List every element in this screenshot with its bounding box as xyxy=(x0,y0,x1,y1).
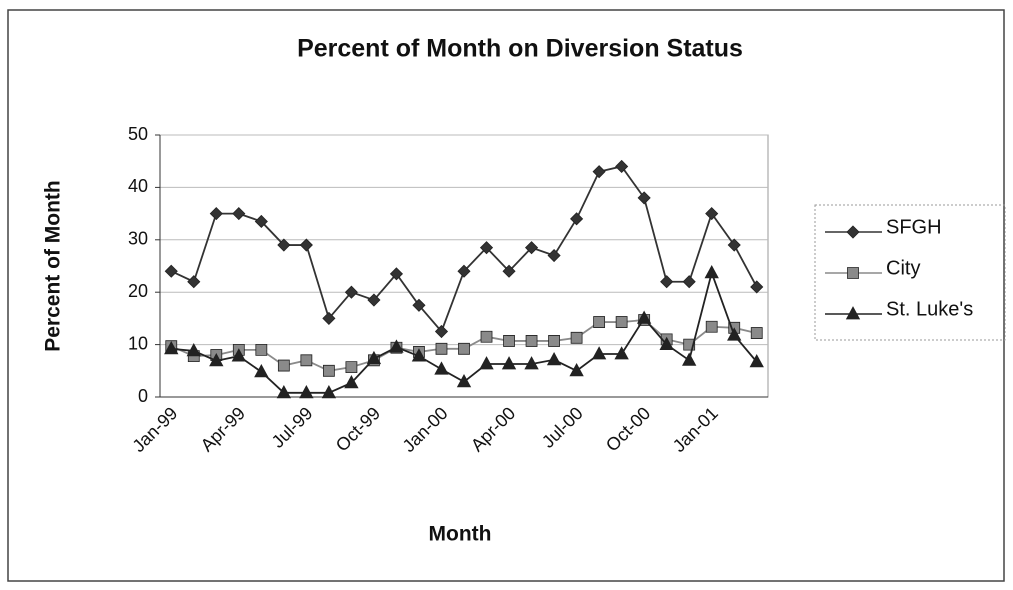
data-point xyxy=(659,336,674,351)
data-point xyxy=(503,335,515,347)
data-point xyxy=(254,214,268,229)
data-point xyxy=(479,241,494,255)
data-point xyxy=(480,330,493,343)
data-point xyxy=(524,241,539,255)
data-point xyxy=(682,275,696,289)
y-tick-label: 50 xyxy=(128,124,148,144)
x-tick-label: Jan-01 xyxy=(669,403,722,456)
data-point xyxy=(435,342,448,355)
data-point xyxy=(614,346,629,360)
data-point xyxy=(705,207,719,221)
data-point xyxy=(209,207,223,221)
legend-label: SFGH xyxy=(886,216,942,238)
data-point xyxy=(637,191,651,205)
legend-marker xyxy=(846,225,860,239)
data-point xyxy=(524,356,539,370)
data-point xyxy=(502,264,516,278)
data-point xyxy=(456,373,472,388)
data-point xyxy=(231,348,246,362)
data-point xyxy=(636,310,652,324)
data-point xyxy=(615,159,629,174)
data-point xyxy=(164,264,178,278)
data-point xyxy=(547,248,561,263)
data-point xyxy=(660,275,674,289)
chart-border xyxy=(7,9,1005,582)
data-point xyxy=(255,343,268,356)
data-point xyxy=(232,207,246,221)
x-tick-label: Oct-99 xyxy=(332,403,384,455)
data-point xyxy=(570,212,584,226)
chart-title: Percent of Month on Diversion Status xyxy=(297,35,743,63)
data-point xyxy=(186,343,201,357)
x-axis-label: Month xyxy=(429,523,492,546)
data-point xyxy=(321,384,337,399)
data-point xyxy=(479,356,494,370)
data-point xyxy=(411,348,427,362)
data-point xyxy=(750,327,763,339)
series-line xyxy=(170,165,758,334)
data-point xyxy=(344,285,358,299)
data-point xyxy=(705,320,718,333)
data-point xyxy=(570,331,583,344)
x-tick-label: Jul-00 xyxy=(538,403,587,452)
data-point xyxy=(164,340,179,355)
x-tick-label: Jan-00 xyxy=(399,403,452,456)
data-point xyxy=(593,316,606,328)
y-tick-label: 30 xyxy=(128,229,148,249)
data-point xyxy=(277,359,290,372)
data-point xyxy=(501,356,517,370)
y-tick-label: 20 xyxy=(128,281,148,301)
x-tick-label: Jul-99 xyxy=(268,403,317,452)
data-point xyxy=(300,354,313,367)
legend-marker xyxy=(847,267,859,279)
data-point xyxy=(389,267,404,281)
data-point xyxy=(434,324,449,339)
data-point xyxy=(367,293,381,307)
data-point xyxy=(276,384,292,399)
data-point xyxy=(458,342,470,355)
data-point xyxy=(254,364,269,378)
data-point xyxy=(209,353,224,367)
data-point xyxy=(277,238,291,252)
data-point xyxy=(457,264,471,278)
data-point xyxy=(548,335,560,347)
data-point xyxy=(322,364,335,377)
data-point xyxy=(546,351,562,366)
data-point xyxy=(704,264,719,279)
y-axis-label: Percent of Month xyxy=(42,180,65,352)
data-point xyxy=(591,346,607,360)
data-point xyxy=(322,311,336,325)
y-tick-label: 0 xyxy=(138,386,148,406)
legend-marker xyxy=(845,306,861,320)
data-point xyxy=(434,361,449,375)
data-point xyxy=(299,384,314,399)
legend-box xyxy=(814,204,1006,341)
data-point xyxy=(299,238,313,252)
data-point xyxy=(366,350,382,365)
data-point xyxy=(592,165,606,179)
data-point xyxy=(187,275,201,289)
legend-label: City xyxy=(886,257,920,279)
data-point xyxy=(412,298,426,312)
data-point xyxy=(727,238,741,252)
y-tick-label: 40 xyxy=(128,176,148,196)
data-point xyxy=(389,339,404,353)
data-point xyxy=(750,280,764,294)
data-point xyxy=(344,375,359,389)
x-tick-label: Apr-99 xyxy=(197,403,249,455)
data-point xyxy=(615,316,628,328)
x-tick-label: Jan-99 xyxy=(128,403,181,456)
x-tick-label: Apr-00 xyxy=(467,403,519,455)
legend-label: St. Luke's xyxy=(886,298,973,320)
data-point xyxy=(727,327,742,341)
y-tick-label: 10 xyxy=(128,333,148,353)
data-point xyxy=(525,335,538,347)
data-point xyxy=(749,354,764,368)
data-point xyxy=(345,361,358,374)
data-point xyxy=(682,352,697,366)
x-tick-label: Oct-00 xyxy=(602,403,654,455)
data-point xyxy=(569,362,584,377)
